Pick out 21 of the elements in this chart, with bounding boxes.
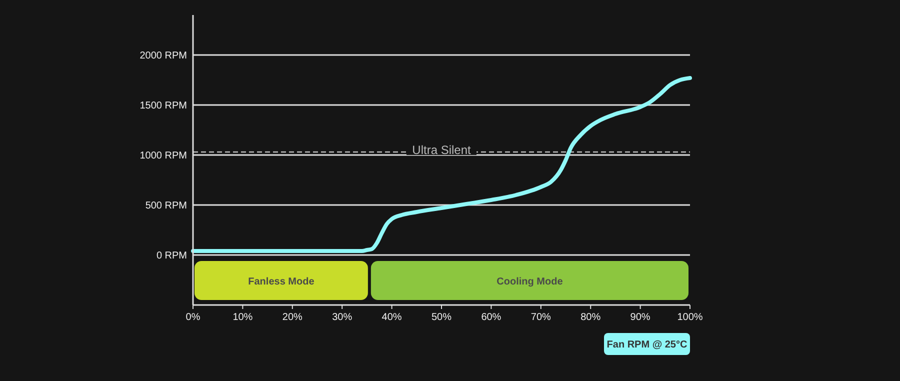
text: Fan RPM @ 25°C [606, 340, 688, 350]
x-tick-label: 30% [332, 312, 352, 323]
x-tick-label: 10% [232, 312, 253, 323]
x-tick-label: 80% [580, 312, 601, 323]
y-tick-label: 1000 RPM [140, 150, 187, 162]
x-tick-label: 40% [382, 312, 402, 323]
x-tick-label: 20% [282, 312, 303, 323]
line-series [191, 76, 692, 253]
x-tick-label: 50% [431, 312, 452, 323]
x-tick-label: 90% [630, 312, 650, 323]
band-label: Fanless Mode [248, 276, 315, 288]
band-label: Cooling Mode [496, 276, 564, 288]
x-tick-label: 0% [186, 312, 200, 323]
x-tick-label: 60% [481, 312, 502, 323]
ref-line-label: Ultra Silent [412, 143, 472, 157]
y-tick-label: 1500 RPM [140, 100, 187, 112]
y-tick-label: 0 RPM [156, 250, 187, 262]
y-tick-label: 500 RPM [145, 200, 187, 212]
y-tick-label: 2000 RPM [140, 50, 187, 62]
x-tick-label: 70% [530, 312, 552, 323]
x-tick-label: 100% [677, 312, 703, 323]
